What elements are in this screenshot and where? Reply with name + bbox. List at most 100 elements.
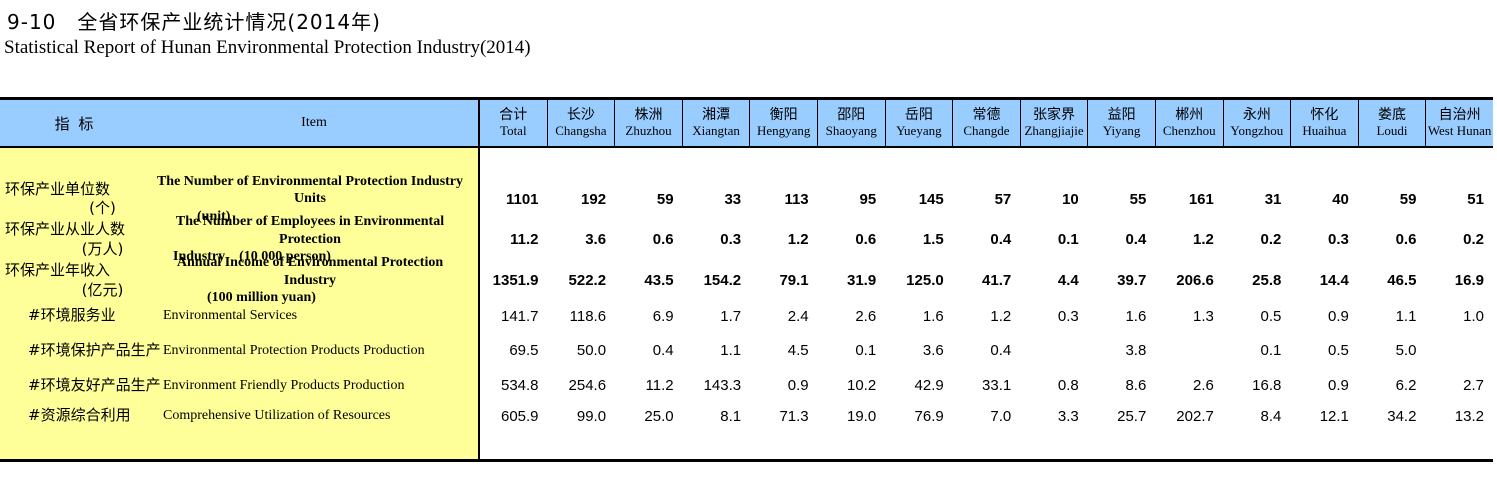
- value-cell: 145: [918, 190, 944, 208]
- value-cell: 2.6: [1192, 377, 1214, 394]
- row-label-cn-unit: (亿元): [81, 280, 124, 299]
- value-cell: 1.0: [1463, 307, 1484, 325]
- row-label-cn: #环境服务业: [0, 306, 150, 326]
- value-cell: 1.6: [1125, 307, 1147, 325]
- value-cell: 25.0: [644, 407, 674, 425]
- value-cell: 59: [656, 190, 674, 208]
- value-cell: 4.5: [787, 342, 809, 359]
- table-body: 环保产业单位数 (个) The Number of Environmental …: [0, 146, 1493, 459]
- indicator-header-cn: 指 标: [54, 114, 96, 133]
- row-label-cn-line1: 环保产业单位数: [5, 179, 111, 198]
- value-cell: 8.1: [720, 407, 742, 425]
- value-cell: 1.5: [922, 231, 944, 248]
- column-header-cn: 张家界: [1033, 107, 1076, 124]
- value-cell: 0.3: [1328, 231, 1349, 248]
- value-cell: 7.0: [990, 407, 1012, 425]
- value-cell: 69.5: [509, 342, 539, 359]
- row-label-cn: 环保产业从业人数 (万人): [0, 220, 150, 259]
- row-label-cn-line1: #环境服务业: [28, 306, 116, 325]
- column-header-en: Hengyang: [756, 122, 811, 138]
- page-title-en: Statistical Report of Hunan Environmenta…: [4, 37, 531, 58]
- column-header: 自治州 West Hunan: [1426, 100, 1493, 146]
- value-cell: 0.6: [652, 231, 674, 248]
- value-cell: 0.5: [1328, 342, 1349, 359]
- value-cell: 2.4: [787, 307, 809, 325]
- value-cell: 154.2: [703, 272, 742, 289]
- column-header: 长沙 Changsha: [548, 100, 616, 146]
- table-row: 环保产业年收入 (亿元) Annual Income of Environmen…: [0, 255, 1493, 305]
- value-cell: 1.6: [922, 307, 944, 325]
- value-cell: 25.7: [1117, 407, 1147, 425]
- value-cell: 1.1: [720, 342, 742, 359]
- row-label-en-line2: Industry (10 000 person): [173, 249, 331, 265]
- value-cell: 605.9: [500, 407, 539, 425]
- value-cell: 125.0: [906, 272, 944, 289]
- column-header-cn: 岳阳: [904, 107, 933, 124]
- column-header-en: Yueyang: [896, 122, 942, 138]
- row-label-en: Annual Income of Environmental Protectio…: [150, 254, 470, 307]
- row-label: 环保产业单位数 (个) The Number of Environmental …: [0, 173, 480, 226]
- column-header: 永州 Yongzhou: [1224, 100, 1292, 146]
- row-label-cn: #环境保护产品生产: [0, 341, 161, 361]
- column-header-cn: 益阳: [1107, 107, 1136, 124]
- value-cell: 34.2: [1387, 407, 1417, 425]
- value-cell: 71.3: [779, 407, 809, 425]
- value-cell: 118.6: [569, 307, 607, 325]
- column-header-en: Changde: [963, 122, 1010, 138]
- row-label-en: The Number of Environmental Protection I…: [150, 173, 470, 226]
- column-header-cn: 娄底: [1378, 107, 1407, 124]
- value-cell: 1.1: [1395, 307, 1417, 325]
- column-header-cn: 自治州: [1438, 107, 1481, 124]
- row-values: 534.8 254.6 11.2 143.3 0.9 10.2 42.9 33.1 0.8 8.6…: [480, 377, 1493, 394]
- column-header-cn: 郴州: [1175, 107, 1204, 124]
- value-cell: 19.0: [846, 407, 877, 425]
- column-header: 益阳 Yiyang: [1088, 100, 1156, 146]
- column-header-en: Yiyang: [1102, 122, 1141, 138]
- column-header-cn: 湘潭: [702, 107, 731, 124]
- value-cell: 55: [1129, 190, 1147, 208]
- value-cell: 0.1: [1260, 342, 1282, 359]
- value-cell: 46.5: [1387, 272, 1417, 289]
- value-cell: 1.2: [787, 231, 809, 248]
- column-header-en: Changsha: [555, 122, 607, 138]
- value-cell: 13.2: [1454, 407, 1484, 425]
- value-cell: 3.3: [1057, 407, 1079, 425]
- value-cell: 40: [1332, 190, 1349, 208]
- row-label-cn: #资源综合利用: [0, 406, 150, 426]
- value-cell: 1101: [505, 190, 539, 208]
- value-cell: 31: [1264, 190, 1282, 208]
- row-values: 1351.9 522.2 43.5 154.2 79.1 31.9 125.0 41.7 4.4…: [480, 272, 1493, 289]
- row-values: 141.7 118.6 6.9 1.7 2.4 2.6 1.6 1.2 0.3 1.6 1.3 0.5…: [480, 308, 1493, 325]
- value-cell: 11.2: [510, 231, 539, 248]
- statistics-table: 指 标 Item 合计 Total 长沙 Changsha 株洲 Zhuzhou…: [0, 97, 1493, 462]
- column-header: 张家界 Zhangjiajie: [1021, 100, 1089, 146]
- value-cell: 95: [859, 190, 877, 208]
- value-cell: 39.7: [1117, 272, 1147, 289]
- page-title-cn: 9-10 全省环保产业统计情况(2014年): [7, 10, 381, 34]
- value-cell: 41.7: [982, 272, 1012, 289]
- column-header: 怀化 Huaihua: [1291, 100, 1359, 146]
- row-label: #环境服务业 Environmental Services: [0, 306, 480, 326]
- table-row: #环境保护产品生产 Environmental Protection Produ…: [0, 331, 1493, 370]
- value-cell: 1.2: [1192, 231, 1214, 248]
- row-label-cn-line1: 环保产业从业人数: [5, 220, 126, 238]
- value-cell: 0.9: [1328, 307, 1349, 325]
- value-cell: 3.6: [922, 342, 944, 359]
- value-cell: 143.3: [703, 377, 742, 394]
- value-cell: 51: [1467, 190, 1484, 208]
- value-cell: 6.9: [652, 307, 674, 325]
- value-cell: 0.4: [1125, 231, 1147, 248]
- value-cell: 11.2: [645, 377, 674, 394]
- value-cell: 10: [1062, 190, 1079, 208]
- value-cell: 79.1: [779, 272, 809, 289]
- value-cell: 1351.9: [492, 272, 539, 289]
- row-values: 11.2 3.6 0.6 0.3 1.2 0.6 1.5 0.4 0.1 0.4 1.2 0.2 0.3…: [480, 231, 1493, 248]
- column-header: 娄底 Loudi: [1359, 100, 1427, 146]
- column-header: 邵阳 Shaoyang: [818, 100, 886, 146]
- value-cell: 2.7: [1463, 377, 1484, 394]
- column-header-cn: 邵阳: [837, 107, 866, 124]
- value-cell: 1.3: [1192, 307, 1214, 325]
- indicator-header-en: Item: [301, 115, 327, 130]
- value-cell: 192: [581, 190, 607, 208]
- value-cell: 33: [724, 190, 742, 208]
